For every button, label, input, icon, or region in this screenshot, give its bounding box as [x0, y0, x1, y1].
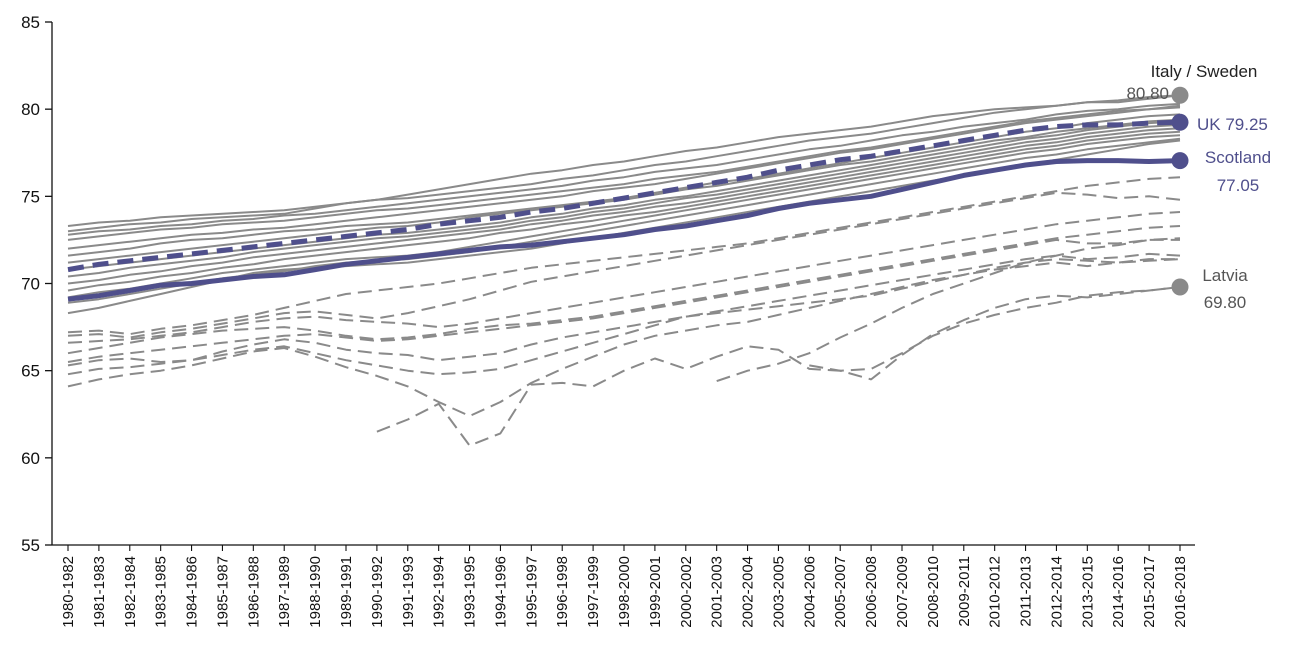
x-tick-label: 2003-2005: [770, 556, 787, 628]
x-tick-label: 1997-1999: [585, 556, 602, 628]
x-tick-label: 1993-1995: [462, 556, 479, 628]
x-tick-label: 1987-1989: [276, 556, 293, 628]
annotation-top-name: Italy / Sweden: [1151, 62, 1258, 81]
annotation-latvia-name: Latvia: [1202, 266, 1248, 285]
background-series-line-9: [67, 123, 1181, 278]
x-tick-label: 1994-1996: [492, 556, 509, 628]
x-tick-label: 1983-1985: [153, 556, 170, 628]
background-series-group: [67, 94, 1181, 447]
x-tick-label: 2005-2007: [832, 556, 849, 628]
y-tick-label: 60: [21, 449, 40, 468]
annotation-top-value: 80.80: [1126, 84, 1169, 103]
x-tick-label: 2008-2010: [925, 556, 942, 628]
background-series-line-19: [67, 238, 1180, 363]
x-tick-label: 2015-2017: [1141, 556, 1158, 628]
background-series-line-17: [67, 211, 1181, 344]
x-axis: 1980-1982 1981-1983 1982-1984 1983-1985 1984…: [52, 544, 1195, 628]
background-series-line-23: [809, 286, 1181, 372]
y-tick-label: 55: [21, 536, 40, 555]
background-series-line-5: [67, 106, 1181, 250]
x-tick-label: 2013-2015: [1079, 556, 1096, 628]
background-series-line-10: [67, 127, 1181, 285]
background-series-line-12: [67, 134, 1181, 299]
background-series-line-11: [67, 130, 1181, 292]
y-axis: 55 60 65 70 75 80 85: [21, 13, 53, 555]
x-tick-label: 2007-2009: [894, 556, 911, 628]
background-series-line-25: [376, 286, 1181, 447]
x-tick-label: 2016-2018: [1172, 556, 1189, 628]
background-series-line-18: [67, 225, 1181, 355]
x-tick-label: 1989-1991: [338, 556, 355, 628]
background-series-line-22: [67, 258, 1180, 417]
x-tick-label: 2000-2002: [678, 556, 695, 628]
background-series-line-4: [67, 104, 1181, 241]
y-tick-label: 70: [21, 275, 40, 294]
x-tick-label: 2012-2014: [1048, 556, 1065, 628]
x-tick-label: 2009-2011: [956, 556, 973, 627]
annotation-scotland-value: 77.05: [1217, 176, 1260, 195]
end-marker-4: [1171, 278, 1189, 296]
x-tick-label: 2002-2004: [740, 556, 757, 628]
annotation-scotland-name: Scotland: [1205, 148, 1271, 167]
x-tick-label: 1996-1998: [554, 556, 571, 628]
x-tick-label: 2010-2012: [987, 556, 1004, 628]
y-tick-label: 75: [21, 187, 40, 206]
x-tick-label: 2004-2006: [801, 556, 818, 628]
x-tick-label: 1981-1983: [91, 556, 108, 628]
x-tick-label: 2006-2008: [863, 556, 880, 628]
x-tick-label: 1992-1994: [431, 556, 448, 628]
x-tick-label: 1991-1993: [400, 556, 417, 628]
x-tick-label: 1982-1984: [122, 556, 139, 628]
x-tick-label: 1999-2001: [647, 556, 664, 628]
annotation-uk: UK 79.25: [1197, 115, 1268, 134]
x-tick-label: 1995-1997: [523, 556, 540, 628]
x-tick-label: 1998-2000: [616, 556, 633, 628]
end-marker-3: [1171, 152, 1189, 170]
scotland-series-line: [67, 158, 1181, 302]
uk-series-line: [67, 119, 1181, 273]
background-series-line-24: [716, 237, 1181, 383]
x-tick-label: 1986-1988: [245, 556, 262, 628]
x-tick-label: 1984-1986: [184, 556, 201, 628]
x-tick-label: 2014-2016: [1110, 556, 1127, 628]
background-series-line-20: [67, 252, 1181, 367]
x-tick-label: 1988-1990: [307, 556, 324, 628]
x-tick-label: 1980-1982: [60, 556, 77, 628]
highlighted-series-group: [67, 119, 1181, 302]
end-markers-group: [1171, 86, 1189, 296]
x-tick-label: 2001-2003: [709, 556, 726, 628]
background-series-line-1: [67, 94, 1181, 227]
y-tick-label: 65: [21, 362, 40, 381]
x-tick-label: 1985-1987: [214, 556, 231, 628]
annotations-group: Italy / Sweden 80.80 UK 79.25 Scotland 7…: [1126, 62, 1271, 312]
x-tick-label: 2011-2013: [1018, 556, 1035, 627]
y-tick-label: 85: [21, 13, 40, 32]
end-marker-2: [1171, 113, 1189, 131]
background-series-line-3: [67, 102, 1181, 236]
end-marker-1: [1171, 86, 1189, 104]
y-tick-label: 80: [21, 100, 40, 119]
x-tick-label: 1990-1992: [369, 556, 386, 628]
background-series-line-15: [67, 176, 1181, 336]
background-series-line-2: [67, 94, 1181, 233]
annotation-latvia-value: 69.80: [1204, 293, 1247, 312]
